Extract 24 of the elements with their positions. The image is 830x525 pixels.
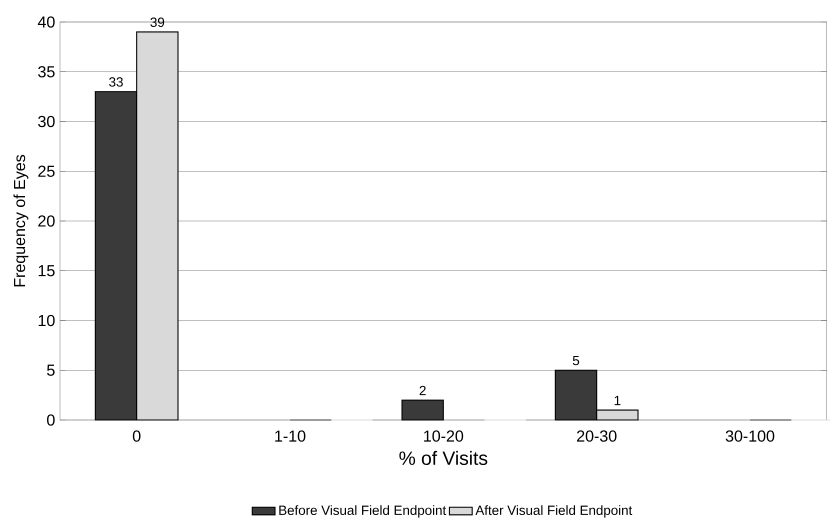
data-label: 39 (150, 18, 164, 27)
data-label: 1 (614, 396, 620, 406)
x-tick-label: 1-10 (275, 430, 306, 442)
x-tick-label: 10-20 (424, 430, 464, 442)
x-tick-label: 20-30 (577, 430, 617, 442)
legend-label: Before Visual Field Endpoint (279, 505, 446, 518)
x-tick-label: 30-100 (726, 430, 774, 442)
y-tick-label: 40 (38, 16, 55, 28)
y-tick-label: 5 (47, 364, 55, 376)
y-tick-label: 15 (38, 265, 55, 276)
data-label: 33 (109, 77, 123, 87)
y-tick-label: 35 (38, 66, 55, 78)
data-label: 2 (420, 386, 426, 396)
x-axis-title: % of Visits (399, 450, 488, 465)
y-tick-label: 25 (38, 166, 55, 177)
bar (401, 400, 444, 421)
legend-label: After Visual Field Endpoint (475, 505, 632, 518)
x-tick-label: 0 (132, 430, 140, 442)
y-tick-label: 0 (47, 414, 55, 426)
y-tick-label: 10 (38, 314, 55, 326)
data-label: 5 (572, 356, 580, 366)
y-tick-label: 30 (38, 116, 55, 128)
y-tick-label: 20 (38, 215, 55, 227)
y-axis-title: Frequency of Eyes (13, 154, 28, 286)
